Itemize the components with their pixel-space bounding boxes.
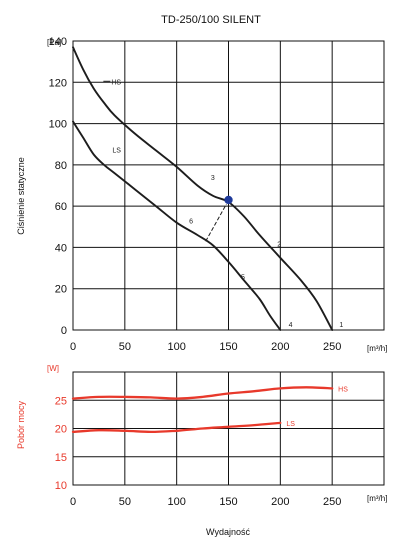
power-grid	[72, 371, 385, 486]
x-tick-label: 150	[219, 341, 237, 353]
y-tick-label: 120	[49, 77, 67, 89]
x-tick-label: 50	[119, 341, 131, 353]
power-curves: HS LS	[71, 386, 348, 434]
series-label-ls: LS	[112, 147, 121, 154]
y-tick-label: 140	[49, 36, 67, 48]
x-tick-label: 100	[167, 341, 185, 353]
x-tick-label: 0	[70, 496, 76, 508]
x-tick-label: 200	[271, 341, 289, 353]
pressure-annotations: 1 2 3 4 5 6	[189, 175, 343, 329]
y-tick-label: 10	[55, 480, 67, 492]
pressure-curves: HS LS	[72, 46, 334, 331]
operating-line	[205, 203, 227, 242]
y-tick-label: 100	[49, 119, 67, 131]
power-axis-label: Pobór mocy	[16, 400, 26, 449]
curve-point-label: 3	[211, 175, 215, 182]
pressure-flow-unit-label: [m³/h]	[367, 344, 387, 353]
series-line-ls	[72, 120, 282, 331]
curve-point-label: 4	[289, 322, 293, 329]
curve-point-label: 2	[277, 241, 281, 248]
curve-point-label: 5	[241, 274, 245, 281]
power-flow-unit-label: [m³/h]	[367, 494, 387, 503]
x-tick-label: 0	[70, 341, 76, 353]
operating-point-marker	[224, 195, 233, 205]
flow-axis-label: Wydajność	[206, 527, 250, 537]
y-tick-label: 15	[55, 452, 67, 464]
y-tick-label: 20	[55, 424, 67, 436]
series-line-hs	[71, 386, 334, 400]
x-tick-label: 250	[323, 496, 341, 508]
pressure-unit-label: [Pa]	[47, 38, 61, 47]
pressure-axis-label: Ciśnienie statyczne	[16, 157, 26, 235]
y-tick-label: 40	[55, 242, 67, 254]
power-x-ticks: 0 50 100 150 200 250	[70, 496, 341, 508]
y-tick-label: 80	[55, 160, 67, 172]
curve-point-label: 1	[339, 322, 343, 329]
power-y-ticks: 10 15 20 25	[55, 395, 67, 492]
x-tick-label: 150	[219, 496, 237, 508]
x-tick-label: 250	[323, 341, 341, 353]
x-tick-label: 50	[119, 496, 131, 508]
pressure-grid	[72, 40, 385, 331]
curve-point-label: 6	[189, 219, 193, 226]
series-line-hs	[72, 46, 334, 331]
series-label-hs: HS	[338, 386, 348, 393]
x-tick-label: 200	[271, 496, 289, 508]
y-tick-label: 60	[55, 201, 67, 213]
chart-title: TD-250/100 SILENT	[161, 14, 261, 26]
series-label-ls: LS	[286, 421, 295, 428]
series-label-hs: HS	[111, 79, 121, 86]
series-line-ls	[71, 421, 282, 434]
power-unit-label: [W]	[47, 364, 59, 373]
y-tick-label: 0	[61, 325, 67, 337]
pressure-x-ticks: 0 50 100 150 200 250	[70, 341, 341, 353]
pressure-y-ticks: 0 20 40 60 80 100 120 140	[49, 36, 67, 337]
y-tick-label: 25	[55, 395, 67, 407]
y-tick-label: 20	[55, 284, 67, 296]
x-tick-label: 100	[167, 496, 185, 508]
